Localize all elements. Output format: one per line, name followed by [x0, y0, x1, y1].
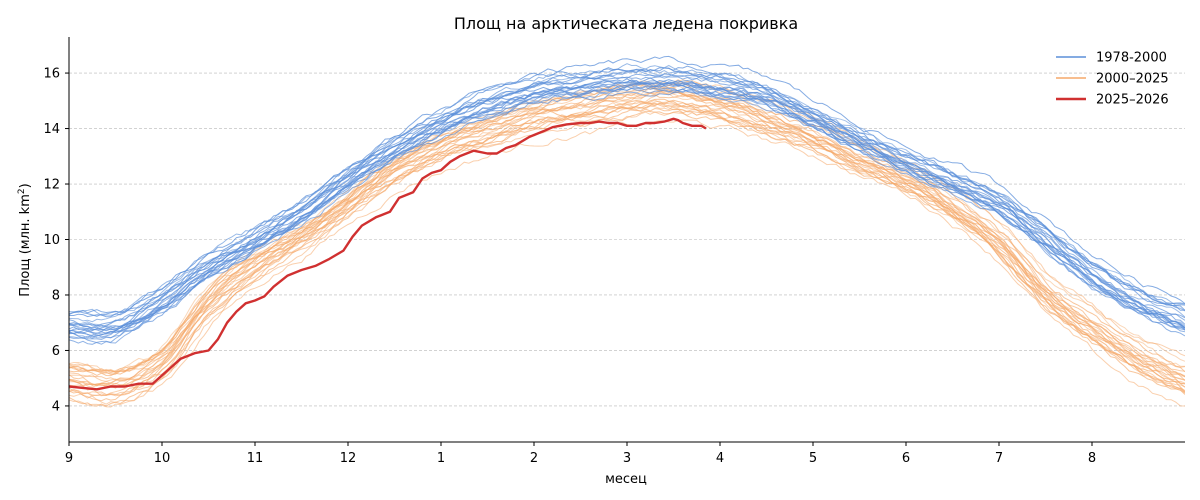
series-line-recent [69, 107, 1185, 402]
x-tick-label: 4 [716, 451, 724, 466]
series-line-recent [69, 78, 1185, 373]
y-axis-label: Площ (млн. km2) [17, 183, 33, 296]
y-tick-label: 4 [52, 399, 60, 414]
y-tick-label: 14 [43, 122, 60, 137]
series-line-current [69, 117, 707, 391]
legend-label: 2000–2025 [1096, 72, 1169, 87]
x-tick-label: 11 [247, 451, 264, 466]
y-axis-label-close: ) [18, 183, 33, 188]
series-line-early [69, 86, 1185, 345]
legend-label: 1978-2000 [1096, 51, 1167, 66]
x-axis-label: месец [605, 472, 647, 487]
y-tick-label: 6 [52, 344, 60, 359]
series-line-early [69, 79, 1185, 334]
series-line-early [69, 67, 1185, 318]
series-line-recent [69, 102, 1185, 394]
series-line-recent [69, 91, 1185, 385]
x-tick-label: 6 [902, 451, 910, 466]
y-axis-label-sup: 2 [17, 188, 27, 194]
series-line-recent [69, 87, 1185, 377]
x-tick-label: 1 [437, 451, 445, 466]
x-tick-label: 10 [154, 451, 171, 466]
x-tick-label: 5 [809, 451, 817, 466]
series-line-recent [69, 90, 1185, 381]
plot-area [69, 55, 1185, 408]
legend-label: 2025–2026 [1096, 93, 1169, 108]
series-line-recent [69, 103, 1185, 397]
x-tick-label: 2 [530, 451, 538, 466]
series-line-early [69, 73, 1185, 333]
series-line-early [69, 63, 1185, 316]
y-tick-label: 12 [43, 178, 60, 193]
x-tick-label: 12 [340, 451, 357, 466]
y-tick-label: 16 [43, 67, 60, 82]
y-tick-label: 10 [43, 233, 60, 248]
series-line-early [69, 55, 1185, 317]
y-tick-label: 8 [52, 288, 60, 303]
x-tick-label: 3 [623, 451, 631, 466]
series-line-recent [69, 100, 1185, 397]
x-tick-label: 7 [995, 451, 1003, 466]
chart-title: Площ на арктическата ледена покривка [454, 14, 798, 33]
x-tick-label: 8 [1088, 451, 1096, 466]
series-line-early [69, 82, 1185, 332]
y-axis-label-main: Площ (млн. km [18, 194, 33, 297]
series-line-recent [69, 86, 1185, 387]
series-line-recent [69, 98, 1185, 392]
x-tick-label: 9 [65, 451, 73, 466]
series-line-recent [69, 102, 1185, 399]
series-line-recent [69, 89, 1185, 381]
series-line-recent [69, 89, 1185, 378]
legend: 1978-2000 2000–2025 2025–2026 [1056, 51, 1169, 108]
series-line-early [69, 80, 1185, 336]
series-line-recent [69, 85, 1185, 377]
